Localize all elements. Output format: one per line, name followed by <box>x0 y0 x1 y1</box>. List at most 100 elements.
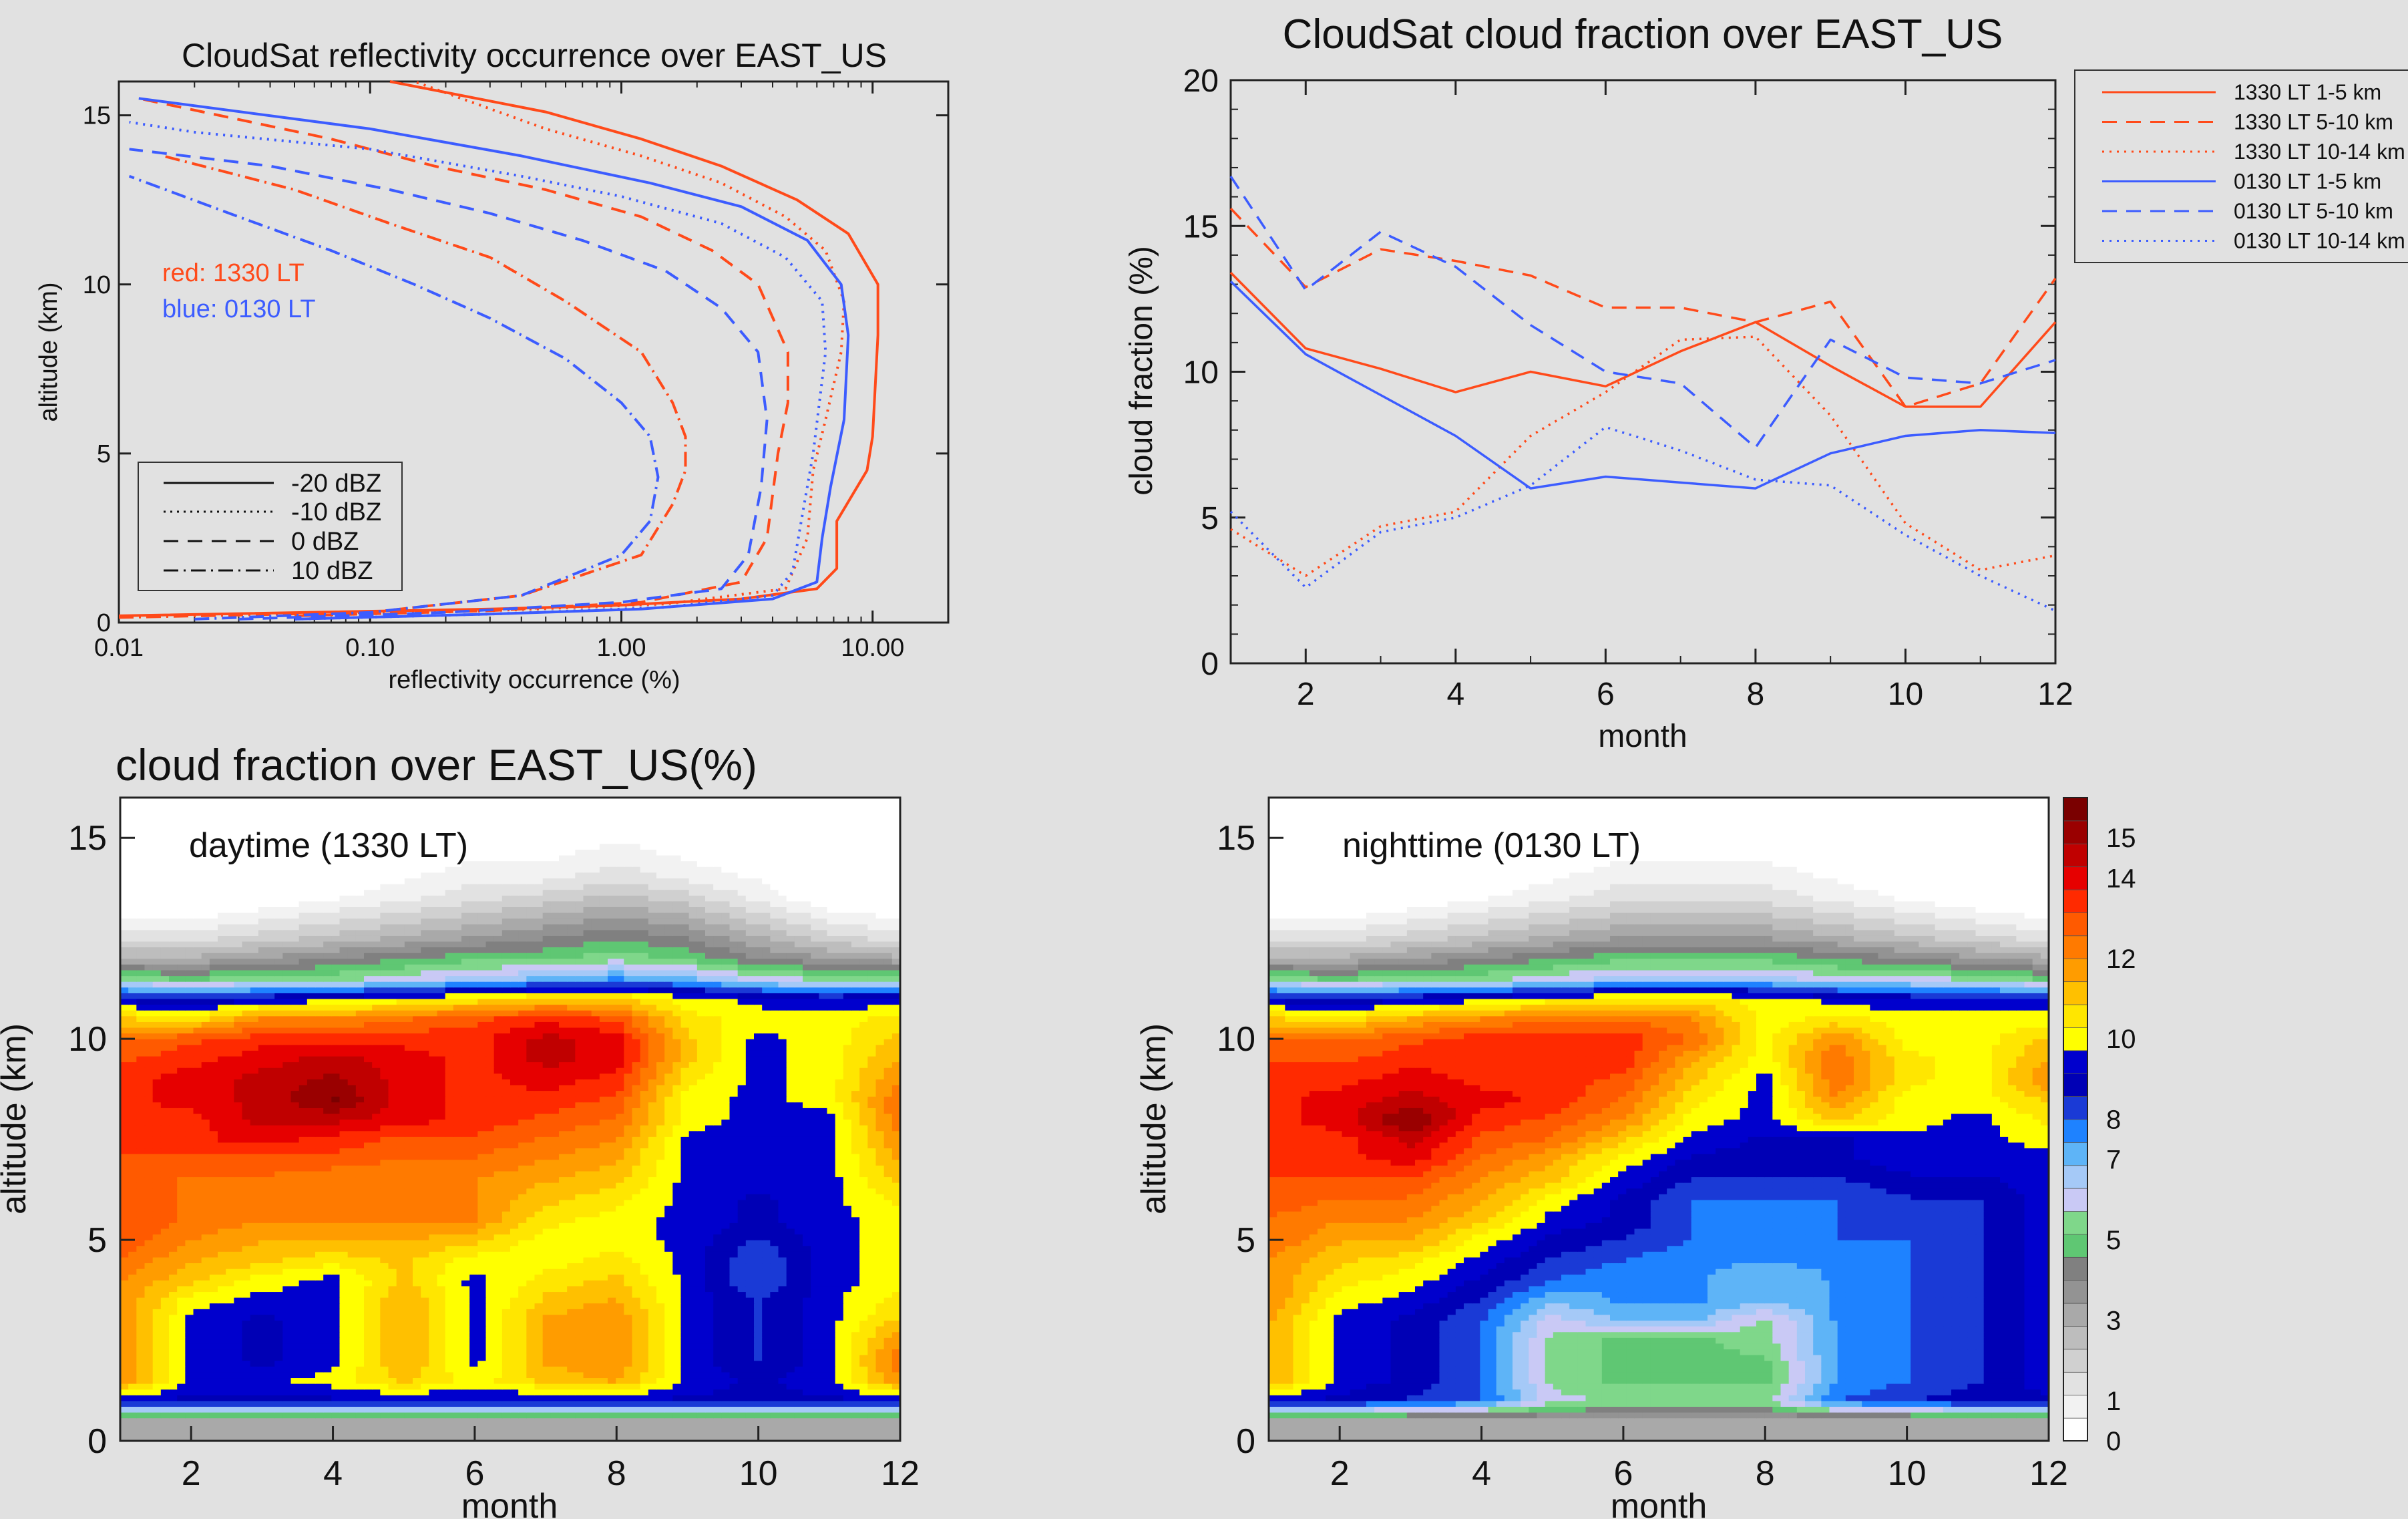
heatmap-cell <box>550 1366 560 1373</box>
heatmap-cell <box>843 1309 852 1315</box>
heatmap-cell <box>307 1234 316 1240</box>
heatmap-cell <box>778 1199 787 1206</box>
heatmap-cell <box>388 1360 397 1367</box>
heatmap-cell <box>258 1182 267 1189</box>
heatmap-cell <box>640 1176 649 1183</box>
heatmap-cell <box>136 1188 146 1194</box>
heatmap-cell <box>177 1360 186 1367</box>
heatmap-cell <box>624 1245 633 1252</box>
heatmap-cell <box>469 1205 478 1212</box>
heatmap-cell <box>242 1326 251 1333</box>
heatmap-cell <box>656 1234 665 1240</box>
heatmap-cell <box>835 1222 844 1229</box>
heatmap-cell <box>152 1159 162 1166</box>
heatmap-cell <box>501 1326 511 1333</box>
heatmap-cell <box>883 1303 893 1309</box>
heatmap-cell <box>209 1159 218 1166</box>
heatmap-cell <box>169 1349 178 1355</box>
heatmap-cell <box>380 1371 389 1379</box>
heatmap-cell <box>786 1383 795 1390</box>
heatmap-cell <box>177 1205 186 1212</box>
heatmap-cell <box>550 1234 560 1240</box>
heatmap-cell <box>136 1245 146 1252</box>
heatmap-cell <box>177 1343 186 1350</box>
heatmap-cell <box>794 1366 803 1373</box>
heatmap-cell <box>209 1314 218 1321</box>
heatmap-cell <box>737 1234 747 1240</box>
heatmap-cell <box>209 1291 218 1298</box>
heatmap-cell <box>266 1435 275 1442</box>
heatmap-cell <box>705 1389 714 1395</box>
heatmap-cell <box>372 1188 381 1194</box>
heatmap-cell <box>307 1297 316 1304</box>
heatmap-cell <box>501 1154 511 1160</box>
heatmap-cell <box>778 1240 787 1246</box>
heatmap-cell <box>413 1170 421 1178</box>
heatmap-cell <box>664 1222 673 1229</box>
heatmap-cell <box>282 1371 292 1379</box>
heatmap-cell <box>445 1412 454 1419</box>
heatmap-cell <box>754 1331 763 1338</box>
heatmap-cell <box>250 1251 259 1258</box>
heatmap-cell <box>705 1377 714 1384</box>
heatmap-cell <box>762 1371 771 1379</box>
heatmap-cell <box>307 1383 316 1390</box>
heatmap-cell <box>388 1240 397 1246</box>
heatmap-cell <box>696 1159 706 1166</box>
heatmap-cell <box>550 1320 560 1327</box>
heatmap-cell <box>616 1205 624 1212</box>
heatmap-cell <box>201 1170 210 1178</box>
heatmap-cell <box>640 1383 649 1390</box>
heatmap-cell <box>550 1412 560 1419</box>
heatmap-cell <box>648 1355 657 1361</box>
heatmap-cell <box>501 1245 511 1252</box>
heatmap-cell <box>803 1194 811 1200</box>
heatmap-cell <box>875 1429 885 1436</box>
heatmap-cell <box>364 1366 373 1373</box>
heatmap-cell <box>770 1326 779 1333</box>
heatmap-cell <box>493 1320 503 1327</box>
heatmap-cell <box>493 1389 503 1395</box>
heatmap-cell <box>770 1188 779 1194</box>
heatmap-cell <box>396 1222 405 1229</box>
heatmap-cell <box>429 1182 438 1189</box>
heatmap-cell <box>583 1188 592 1194</box>
heatmap-cell <box>534 1182 544 1189</box>
heatmap-cell <box>355 1435 365 1442</box>
heatmap-cell <box>729 1280 739 1287</box>
heatmap-cell <box>388 1435 397 1442</box>
heatmap-cell <box>827 1377 836 1384</box>
heatmap-cell <box>672 1205 682 1212</box>
heatmap-cell <box>144 1176 154 1183</box>
heatmap-cell <box>404 1349 413 1355</box>
heatmap-cell <box>355 1199 365 1206</box>
heatmap-cell <box>680 1245 690 1252</box>
heatmap-cell <box>160 1251 170 1258</box>
heatmap-cell <box>803 1251 811 1258</box>
heatmap-cell <box>258 1303 267 1309</box>
heatmap-cell <box>501 1337 511 1344</box>
heatmap-cell <box>396 1154 405 1160</box>
heatmap-cell <box>713 1435 722 1442</box>
heatmap-cell <box>282 1228 292 1235</box>
heatmap-cell <box>258 1349 267 1355</box>
heatmap-cell <box>778 1165 787 1172</box>
heatmap-cell <box>274 1234 283 1240</box>
heatmap-cell <box>347 1194 357 1200</box>
heatmap-cell <box>501 1285 511 1293</box>
heatmap-cell <box>226 1320 234 1327</box>
heatmap-cell <box>518 1154 527 1160</box>
heatmap-cell <box>664 1326 673 1333</box>
heatmap-cell <box>128 1314 137 1321</box>
heatmap-cell <box>453 1291 462 1298</box>
heatmap-cell <box>737 1240 747 1246</box>
heatmap-cell <box>835 1395 844 1401</box>
heatmap-cell <box>835 1383 844 1390</box>
heatmap-cell <box>493 1176 503 1183</box>
heatmap-cell <box>851 1343 860 1350</box>
heatmap-cell <box>786 1234 795 1240</box>
heatmap-cell <box>729 1176 739 1183</box>
heatmap-cell <box>883 1383 893 1390</box>
heatmap-cell <box>144 1170 154 1178</box>
heatmap-cell <box>891 1309 901 1315</box>
